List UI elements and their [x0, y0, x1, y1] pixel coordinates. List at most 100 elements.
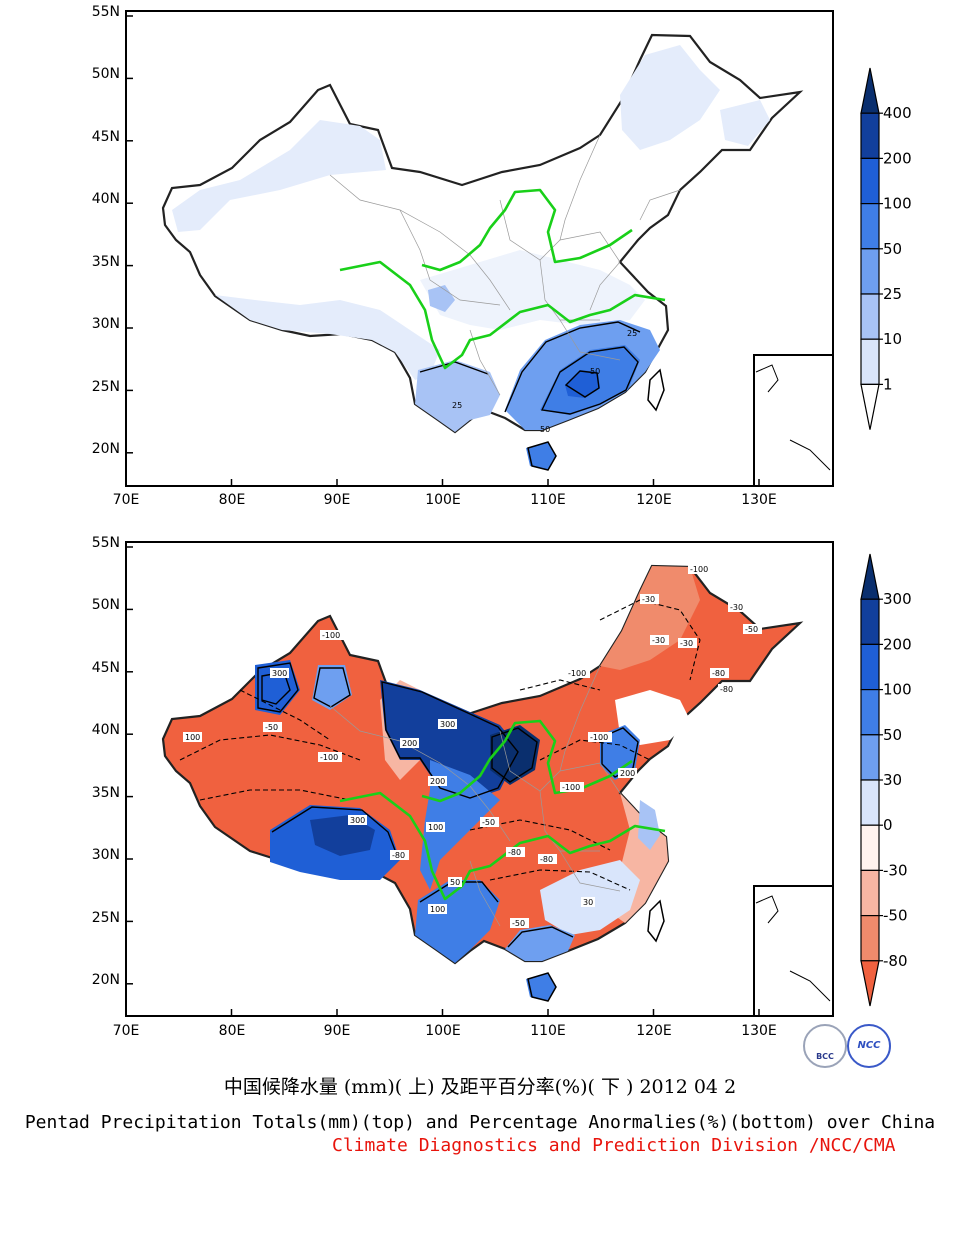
legend-label: 400: [883, 104, 912, 122]
contour-label: 50: [590, 367, 600, 376]
contour-label: 200: [620, 769, 635, 778]
legend-label: 100: [883, 681, 912, 699]
lat-tick-label: 45N: [92, 129, 120, 145]
hainan-island: [527, 441, 557, 471]
ncc-logo: NCC: [847, 1024, 891, 1068]
legend-swatch: [860, 112, 880, 159]
contour-label-bg: [688, 564, 712, 574]
south-china-sea-inset: [753, 354, 833, 486]
legend-swatch: [860, 203, 880, 250]
lon-tick-label: 130E: [741, 1023, 777, 1039]
legend-swatch: [860, 734, 880, 781]
inset-islands: [789, 970, 831, 1002]
lon-tick-label: 110E: [530, 492, 566, 508]
legend-swatch: [860, 869, 880, 917]
hainan-island: [527, 972, 557, 1002]
contour-label: -100: [562, 783, 580, 792]
contour-label: -80: [508, 848, 521, 857]
contour-label: -30: [730, 603, 743, 612]
precip-fill-light: [172, 45, 770, 380]
legend-label: 25: [883, 285, 902, 303]
contour-label-bg: [743, 624, 762, 634]
longitude-axis: 70E 80E 90E 100E 110E 120E 130E: [113, 1023, 777, 1039]
legend-swatch: [860, 914, 880, 962]
contour-label-bg: [183, 732, 202, 742]
contour-label: -100: [690, 565, 708, 574]
contour-labels: -100 -30 -50 -80 -100 300 200 100 300 -80 -100 -50 -…: [183, 564, 762, 928]
contour-label: -80: [392, 851, 405, 860]
contour-label-bg: [560, 782, 584, 792]
contour-label-bg: [710, 668, 729, 678]
contour-label: -30: [652, 636, 665, 645]
rivers: [339, 188, 666, 370]
caption-english: Pentad Precipitation Totals(mm)(top) and…: [24, 1112, 936, 1133]
contour-label: -50: [512, 919, 525, 928]
precip-legend: 400 200 100 50 25 10 1: [860, 67, 912, 430]
legend-swatch: [860, 598, 880, 646]
legend-swatch: [860, 643, 880, 691]
contour-label-bg: [510, 918, 529, 928]
contour-label: -80: [540, 855, 553, 864]
legend-swatch: [860, 248, 880, 295]
contour-label-bg: [640, 594, 659, 604]
lat-tick-label: 45N: [92, 660, 120, 676]
contour-label: 100: [428, 823, 443, 832]
lon-tick-label: 100E: [425, 1023, 461, 1039]
legend-swatch: [860, 293, 880, 340]
contour-labels: 25 50 25 50: [452, 329, 637, 434]
contour-label: 300: [272, 669, 287, 678]
contour-label: 200: [430, 777, 445, 786]
lat-tick-label: 20N: [92, 972, 120, 988]
lat-tick-label: 55N: [92, 535, 120, 551]
caption-chinese: 中国候降水量 (mm)( 上) 及距平百分率(%)( 下 ) 2012 04 2: [223, 1076, 737, 1098]
legend-swatch: [860, 779, 880, 826]
legend-arrow-bottom: [860, 960, 880, 1007]
lon-tick-label: 80E: [219, 492, 246, 508]
contour-label-bg: [318, 752, 342, 762]
legend-label: 50: [883, 240, 902, 258]
lat-tick-label: 35N: [92, 785, 120, 801]
legend-label: 50: [883, 726, 902, 744]
contour-label: 100: [430, 905, 445, 914]
negative-contours: [179, 599, 701, 891]
contour-label-bg: [728, 602, 747, 612]
legend-swatch: [860, 824, 880, 872]
contour-label-bg: [426, 822, 445, 832]
legend-swatch: [860, 157, 880, 205]
contour-label: -30: [680, 639, 693, 648]
legend-label: 300: [883, 590, 912, 608]
lat-tick-label: 50N: [92, 66, 120, 82]
lat-tick-label: 55N: [92, 4, 120, 20]
lat-tick-label: 50N: [92, 597, 120, 613]
inset-coast: [755, 895, 779, 924]
lon-tick-label: 70E: [113, 492, 140, 508]
lat-tick-label: 40N: [92, 722, 120, 738]
contour-label: -50: [745, 625, 758, 634]
contour-label-bg: [428, 776, 447, 786]
lon-tick-label: 120E: [636, 1023, 672, 1039]
contour-label-bg: [588, 732, 612, 742]
contour-label-bg: [438, 719, 457, 729]
contour-label-bg: [428, 904, 447, 914]
contour-label: 25: [627, 329, 637, 338]
taiwan-island: [647, 368, 665, 412]
contour-label: -80: [712, 669, 725, 678]
legend-swatch: [860, 338, 880, 386]
latitude-axis: 55N 50N 45N 40N 35N 30N 25N 20N: [92, 4, 120, 457]
contour-label-bg: [320, 630, 344, 640]
legend-label: 100: [883, 195, 912, 213]
axis-ticks: [125, 15, 760, 486]
contour-label: 50: [540, 425, 550, 434]
contour-label: 300: [350, 816, 365, 825]
legend-label: 30: [883, 771, 902, 789]
contour-label: -50: [482, 818, 495, 827]
contour-label: 50: [450, 878, 460, 887]
lon-tick-label: 130E: [741, 492, 777, 508]
legend-label: -50: [883, 907, 908, 925]
lat-tick-label: 35N: [92, 254, 120, 270]
contour-label-bg: [400, 738, 419, 748]
lon-tick-label: 120E: [636, 492, 672, 508]
contour-label: -100: [320, 753, 338, 762]
lon-tick-label: 100E: [425, 492, 461, 508]
